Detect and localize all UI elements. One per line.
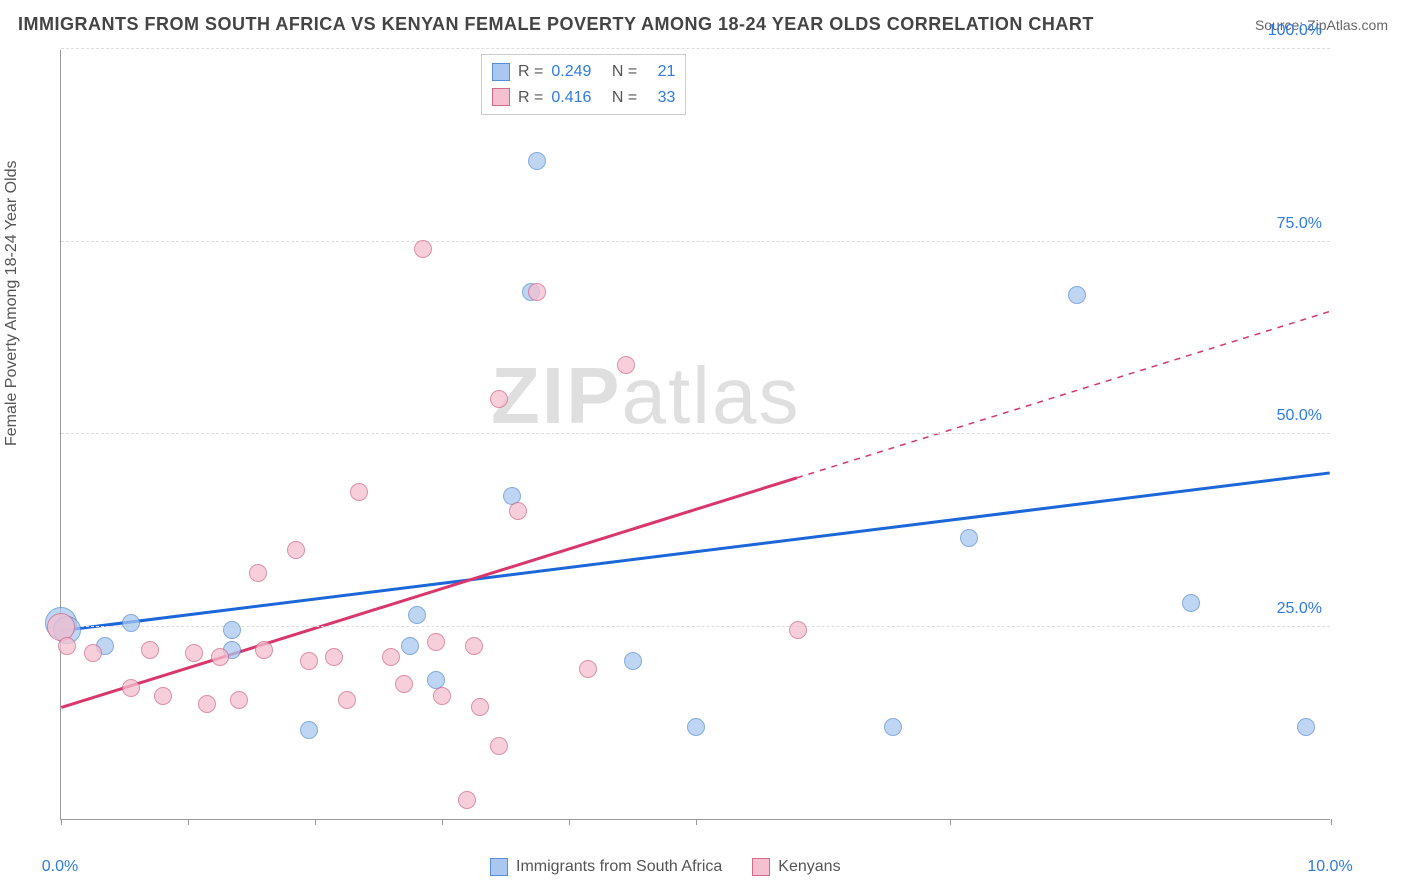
watermark: ZIPatlas	[491, 350, 800, 442]
data-point	[1297, 718, 1315, 736]
legend-label: Immigrants from South Africa	[516, 858, 722, 876]
gridline	[61, 241, 1330, 242]
data-point	[249, 564, 267, 582]
data-point	[490, 737, 508, 755]
data-point	[528, 283, 546, 301]
data-point	[579, 660, 597, 678]
data-point	[528, 152, 546, 170]
data-point	[401, 637, 419, 655]
x-tick-mark	[188, 819, 189, 825]
data-point	[1068, 286, 1086, 304]
data-point	[185, 644, 203, 662]
legend-r-label: R =	[518, 59, 543, 85]
data-point	[141, 641, 159, 659]
data-point	[300, 721, 318, 739]
data-point	[58, 637, 76, 655]
legend-item: Kenyans	[752, 858, 840, 876]
legend-label: Kenyans	[778, 858, 840, 876]
data-point	[255, 641, 273, 659]
y-tick-label: 100.0%	[1268, 22, 1322, 40]
x-tick-mark	[950, 819, 951, 825]
data-point	[789, 621, 807, 639]
series-legend: Immigrants from South Africa Kenyans	[490, 858, 841, 876]
data-point	[624, 652, 642, 670]
scatter-plot: ZIPatlas R = 0.249 N = 21R = 0.416 N = 3…	[60, 50, 1330, 820]
data-point	[465, 637, 483, 655]
y-tick-label: 50.0%	[1277, 407, 1322, 425]
x-tick-mark	[61, 819, 62, 825]
legend-swatch	[752, 858, 770, 876]
x-tick-label: 0.0%	[42, 858, 78, 876]
chart-title: IMMIGRANTS FROM SOUTH AFRICA VS KENYAN F…	[18, 14, 1094, 35]
data-point	[382, 648, 400, 666]
data-point	[198, 695, 216, 713]
data-point	[1182, 594, 1200, 612]
data-point	[300, 652, 318, 670]
legend-row: R = 0.249 N = 21	[492, 59, 675, 85]
data-point	[338, 691, 356, 709]
legend-swatch	[492, 63, 510, 81]
data-point	[84, 644, 102, 662]
x-tick-mark	[1331, 819, 1332, 825]
data-point	[395, 675, 413, 693]
legend-n-value: 21	[658, 59, 676, 85]
data-point	[427, 633, 445, 651]
chart-header: IMMIGRANTS FROM SOUTH AFRICA VS KENYAN F…	[18, 14, 1388, 35]
legend-r-value: 0.249	[551, 59, 591, 85]
legend-n-label: N =	[612, 85, 637, 111]
data-point	[350, 483, 368, 501]
data-point	[884, 718, 902, 736]
data-point	[617, 356, 635, 374]
gridline	[61, 433, 1330, 434]
legend-row: R = 0.416 N = 33	[492, 85, 675, 111]
x-tick-mark	[315, 819, 316, 825]
data-point	[47, 613, 75, 641]
legend-n-value: 33	[658, 85, 676, 111]
data-point	[154, 687, 172, 705]
data-point	[490, 390, 508, 408]
data-point	[230, 691, 248, 709]
data-point	[223, 621, 241, 639]
x-tick-mark	[442, 819, 443, 825]
trend-lines	[61, 50, 1330, 819]
data-point	[325, 648, 343, 666]
correlation-legend: R = 0.249 N = 21R = 0.416 N = 33	[481, 54, 686, 115]
data-point	[414, 240, 432, 258]
data-point	[687, 718, 705, 736]
y-tick-label: 75.0%	[1277, 215, 1322, 233]
data-point	[433, 687, 451, 705]
data-point	[408, 606, 426, 624]
gridline	[61, 48, 1330, 49]
data-point	[122, 679, 140, 697]
data-point	[211, 648, 229, 666]
y-tick-label: 25.0%	[1277, 600, 1322, 618]
data-point	[122, 614, 140, 632]
data-point	[471, 698, 489, 716]
gridline	[61, 626, 1330, 627]
legend-n-label: N =	[612, 59, 637, 85]
x-tick-mark	[569, 819, 570, 825]
legend-r-value: 0.416	[551, 85, 591, 111]
legend-swatch	[492, 88, 510, 106]
y-axis-label: Female Poverty Among 18-24 Year Olds	[3, 161, 21, 447]
x-tick-mark	[696, 819, 697, 825]
data-point	[287, 541, 305, 559]
x-tick-label: 10.0%	[1307, 858, 1352, 876]
data-point	[960, 529, 978, 547]
data-point	[458, 791, 476, 809]
legend-r-label: R =	[518, 85, 543, 111]
data-point	[509, 502, 527, 520]
legend-swatch	[490, 858, 508, 876]
legend-item: Immigrants from South Africa	[490, 858, 722, 876]
